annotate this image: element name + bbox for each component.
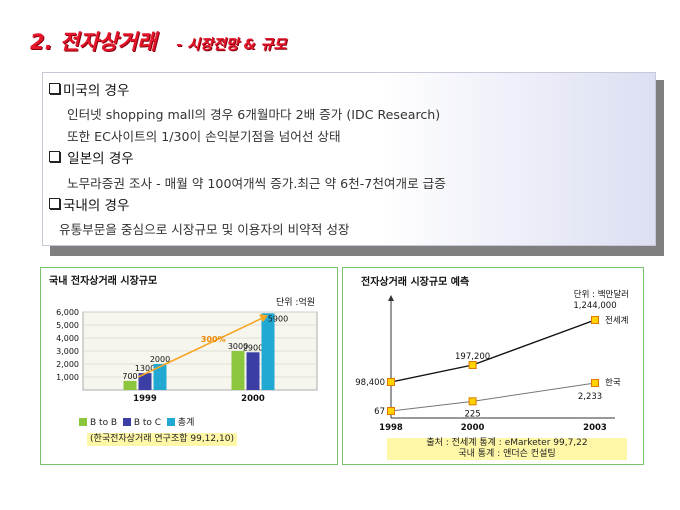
growth-arrow-line: [138, 316, 265, 378]
source-line-1: 출처 : 전세계 통계 : eMarketer 99,7,22: [426, 438, 588, 448]
line-marker: [387, 407, 395, 415]
bar-1-0: [138, 373, 152, 390]
bar-chart-title: 국내 전자상거래 시장규모: [49, 274, 157, 287]
line-marker: [468, 397, 477, 406]
growth-arrow-head: [259, 314, 268, 323]
legend-swatch: [79, 418, 87, 426]
line-value-label: 225: [464, 409, 480, 419]
legend-item-btob: B to B: [79, 418, 117, 428]
line-source-note: 출처 : 전세계 통계 : eMarketer 99,7,22 국내 통계 : …: [387, 438, 627, 460]
line-chart-title: 전자상거래 시장규모 예측: [361, 275, 469, 288]
line-series-name: 전세계: [605, 315, 628, 326]
legend-swatch: [122, 418, 131, 426]
bar-unit-label: 단위 :억원: [276, 296, 315, 308]
title-sub: - 시장전망 & 규모: [176, 37, 287, 53]
bar-2-0: [153, 364, 167, 390]
bar-ytick-label: 4,000: [56, 334, 79, 343]
line-value-label: 67: [374, 407, 385, 417]
panel-line-japan-1: 노무라증권 조사 - 매월 약 100여개씩 증가.최근 약 6천-7천여개로 …: [67, 176, 446, 191]
page-title: 2. 전자상거래 - 시장전망 & 규모: [30, 26, 286, 56]
line-marker: [387, 378, 395, 386]
panel-line-korea-1: 유통부문을 중심으로 시장규모 및 이용자의 비약적 성장: [59, 222, 350, 237]
panel-head-us: 미국의 경우: [49, 79, 129, 99]
line-series-0: [390, 319, 596, 383]
bar-value-label: 700: [122, 372, 137, 381]
source-line-2: 국내 통계 : 앤더슨 컨설팅: [458, 449, 556, 459]
bar-value-label: 2900: [243, 343, 263, 352]
line-series-1: [390, 382, 596, 412]
checkbox-icon: [49, 83, 60, 94]
line-series-name: 한국: [605, 378, 621, 388]
checkbox-icon: [49, 198, 60, 209]
line-value-label: 2,233: [578, 392, 602, 402]
bar-1-1: [246, 352, 260, 390]
panel-head-japan: 일본의 경우: [49, 147, 134, 167]
bar-ytick-label: 5,000: [56, 321, 79, 330]
bar-2-1: [261, 313, 275, 390]
bar-ytick-label: 6,000: [56, 308, 79, 317]
line-xtick-label: 1998: [379, 423, 403, 433]
legend-item-btoc: B to C: [122, 418, 161, 428]
line-value-label: 1,244,000: [573, 301, 616, 311]
bar-value-label: 1300: [135, 364, 155, 373]
bar-value-label: 5900: [268, 314, 288, 323]
line-unit-label: 단위 : 백만달러: [574, 289, 629, 300]
bar-source-note: (한국전자상거래 연구조합 99,12,10): [87, 433, 237, 446]
bar-0-1: [231, 351, 245, 390]
panel-line-us-2: 또한 EC사이트의 1/30이 손익분기점을 넘어선 상태: [67, 129, 341, 144]
checkbox-icon: [49, 151, 60, 162]
panel-line-us-1: 인터넷 shopping mall의 경우 6개월마다 2배 증가 (IDC R…: [67, 107, 441, 122]
bar-0-0: [123, 380, 137, 390]
legend-item-total: 총계: [166, 418, 194, 428]
line-value-label: 98,400: [355, 378, 385, 388]
info-panel: 미국의 경우 인터넷 shopping mall의 경우 6개월마다 2배 증가…: [42, 72, 656, 246]
bar-ytick-label: 3,000: [56, 347, 79, 356]
line-xtick-label: 2000: [461, 423, 485, 433]
bar-category-label: 2000: [241, 394, 265, 404]
bar-category-label: 1999: [133, 394, 157, 404]
bar-ytick-label: 2,000: [56, 360, 79, 369]
bar-value-label: 3000: [228, 342, 248, 351]
bar-legend: B to B B to C 총계: [79, 415, 194, 428]
panel-head-korea: 국내의 경우: [49, 194, 129, 214]
line-y-axis-arrow: [388, 295, 394, 301]
bar-value-label: 2000: [150, 355, 170, 364]
line-value-label: 197,200: [455, 352, 490, 362]
line-marker: [591, 379, 599, 387]
bar-ytick-label: 1,000: [56, 373, 79, 382]
legend-swatch: [166, 418, 175, 426]
line-marker: [591, 316, 599, 324]
growth-annotation: 300%: [201, 335, 226, 344]
line-xtick-label: 2003: [583, 423, 607, 433]
title-main: 2. 전자상거래: [30, 30, 157, 54]
line-marker: [468, 361, 477, 370]
